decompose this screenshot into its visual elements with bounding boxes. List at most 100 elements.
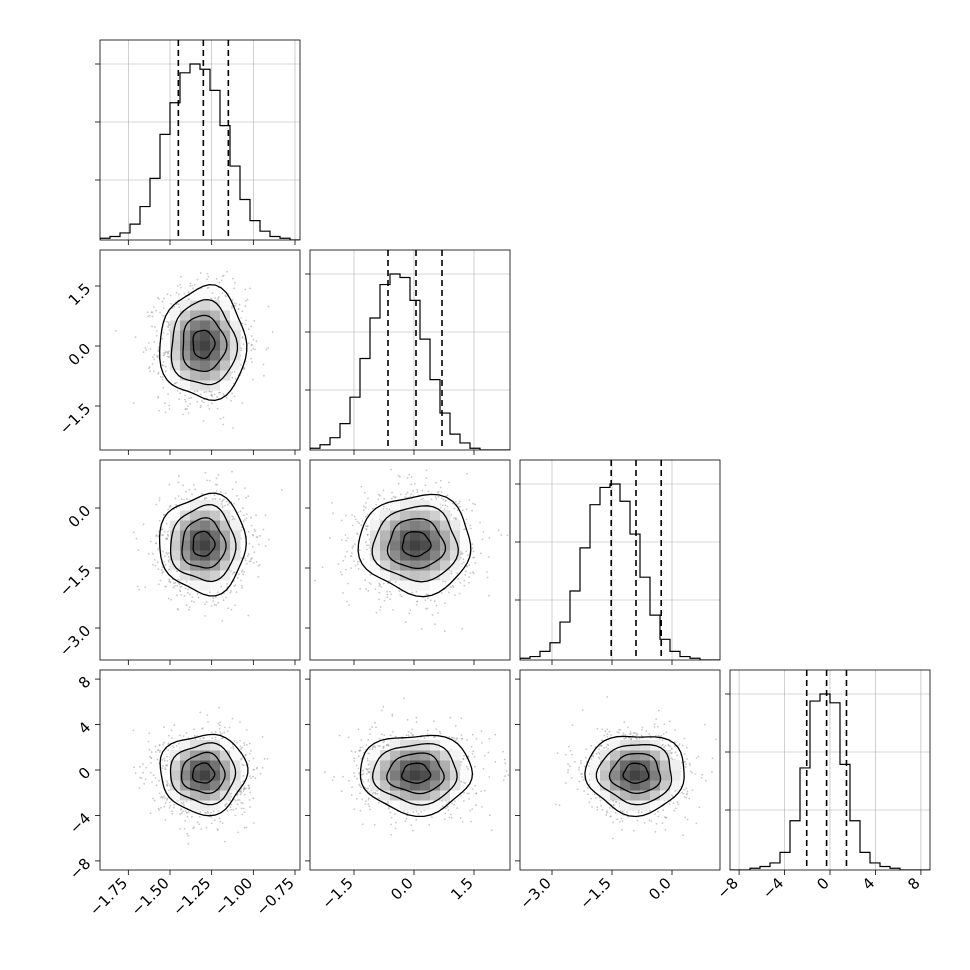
sample-point (221, 732, 224, 735)
density-cell (380, 560, 391, 571)
sample-point (502, 779, 505, 782)
density-cell (380, 540, 391, 551)
sample-point (569, 750, 572, 752)
density-cell (650, 760, 661, 771)
density-cell (430, 570, 441, 581)
sample-point (340, 539, 343, 541)
sample-point (245, 319, 247, 322)
density-cell (460, 530, 471, 541)
density-cell (180, 320, 191, 331)
sample-point (155, 534, 158, 537)
density-cell (210, 320, 221, 331)
sample-point (231, 392, 234, 395)
sample-point (442, 580, 444, 583)
sample-point (155, 542, 157, 545)
sample-point (474, 503, 477, 506)
sample-point (627, 726, 629, 729)
density-cell (410, 510, 421, 521)
density-cell (190, 300, 201, 311)
sample-point (248, 799, 251, 801)
sample-point (161, 767, 164, 770)
sample-point (246, 298, 249, 301)
sample-point (223, 498, 225, 501)
sample-point (635, 732, 637, 735)
sample-point (193, 601, 195, 604)
sample-point (444, 602, 446, 604)
sample-point (356, 520, 359, 523)
sample-point (263, 758, 266, 760)
sample-point (196, 390, 199, 393)
density-cell (380, 760, 391, 771)
sample-point (225, 596, 227, 599)
sample-point (255, 536, 258, 538)
sample-point (158, 792, 161, 795)
sample-point (567, 745, 570, 748)
sample-point (606, 733, 609, 736)
sample-point (684, 760, 686, 763)
density-cell (190, 500, 201, 511)
sample-point (637, 811, 640, 814)
sample-point (178, 306, 181, 309)
sample-point (166, 783, 168, 786)
density-cell (400, 500, 411, 511)
sample-point (366, 768, 369, 771)
sample-point (374, 746, 377, 749)
sample-point (481, 538, 484, 541)
sample-point (114, 329, 117, 332)
sample-point (356, 561, 359, 563)
sample-point (159, 311, 162, 314)
sample-point (598, 745, 601, 748)
sample-point (166, 781, 169, 783)
sample-point (161, 534, 164, 537)
sample-point (582, 779, 585, 781)
sample-point (263, 374, 265, 377)
sample-point (367, 771, 370, 774)
sample-point (458, 500, 461, 503)
density-cell (200, 520, 211, 531)
sample-point (481, 806, 483, 808)
sample-point (158, 779, 160, 782)
sample-point (462, 509, 464, 512)
sample-point (231, 470, 233, 473)
scatter-panel-1-0: −1.50.01.5 (56, 249, 301, 455)
density-cell (190, 790, 201, 801)
x-tick-label: −1.75 (86, 874, 131, 919)
sample-point (595, 752, 598, 755)
sample-point (156, 749, 159, 752)
sample-point (643, 822, 646, 824)
sample-point (588, 801, 591, 804)
sample-point (350, 750, 353, 752)
sample-point (463, 561, 465, 564)
density-cell (630, 790, 641, 801)
density-cell (200, 360, 211, 371)
sample-point (154, 326, 156, 328)
sample-point (132, 402, 135, 404)
density-cell (620, 780, 631, 791)
density-cell (220, 530, 231, 541)
sample-point (182, 810, 185, 813)
sample-point (606, 735, 609, 738)
sample-point (233, 287, 236, 290)
density-cell (430, 550, 441, 561)
sample-point (474, 784, 477, 787)
sample-point (196, 400, 199, 403)
density-cell (430, 780, 441, 791)
sample-point (378, 738, 381, 740)
sample-point (232, 808, 235, 811)
sample-point (240, 792, 243, 794)
sample-point (340, 790, 343, 793)
sample-point (641, 811, 643, 813)
density-cell (210, 580, 221, 591)
sample-point (358, 549, 361, 552)
sample-point (677, 803, 680, 806)
sample-point (167, 351, 170, 354)
y-tick-label: 0.0 (65, 340, 95, 370)
sample-point (650, 820, 653, 823)
sample-point (185, 800, 188, 803)
density-cell (390, 510, 401, 521)
y-tick-label: −3.0 (56, 622, 94, 660)
sample-point (379, 606, 382, 608)
sample-point (379, 609, 381, 611)
sample-point (357, 755, 360, 758)
sample-point (564, 753, 567, 756)
